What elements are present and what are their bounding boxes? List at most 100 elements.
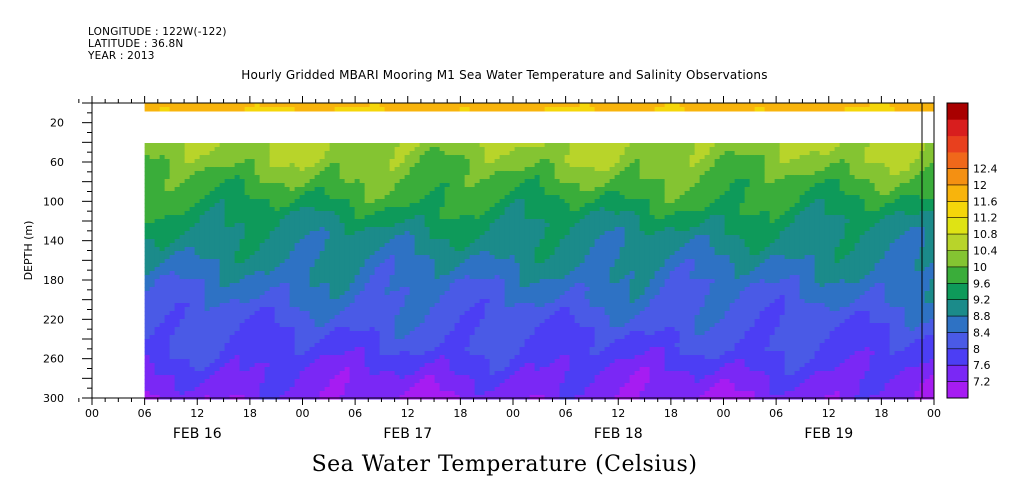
heatmap-cell	[194, 171, 201, 176]
heatmap-cell	[159, 395, 166, 400]
heatmap-cell	[414, 147, 421, 152]
heatmap-cell	[144, 371, 151, 376]
heatmap-cell	[324, 243, 331, 248]
heatmap-cell	[479, 347, 486, 352]
heatmap-cell	[199, 191, 206, 196]
heatmap-cell	[179, 267, 186, 272]
heatmap-cell	[429, 367, 436, 372]
heatmap-cell	[174, 391, 181, 396]
heatmap-cell	[184, 303, 191, 308]
heatmap-cell	[224, 331, 231, 336]
heatmap-cell	[319, 159, 326, 164]
heatmap-cell	[284, 159, 291, 164]
heatmap-cell	[424, 179, 431, 184]
heatmap-cell	[299, 275, 306, 280]
heatmap-cell	[349, 203, 356, 208]
heatmap-cell	[489, 107, 496, 112]
heatmap-cell	[429, 239, 436, 244]
heatmap-cell	[349, 371, 356, 376]
heatmap-cell	[294, 335, 301, 340]
heatmap-cell	[164, 371, 171, 376]
heatmap-cell	[404, 371, 411, 376]
heatmap-cell	[234, 211, 241, 216]
heatmap-cell	[339, 279, 346, 284]
heatmap-cell	[309, 315, 316, 320]
heatmap-cell	[354, 155, 361, 160]
heatmap-cell	[234, 315, 241, 320]
heatmap-cell	[404, 215, 411, 220]
heatmap-cell	[404, 315, 411, 320]
heatmap-cell	[479, 163, 486, 168]
heatmap-cell	[204, 163, 211, 168]
heatmap-cell	[244, 247, 251, 252]
heatmap-cell	[309, 179, 316, 184]
heatmap-cell	[319, 147, 326, 152]
heatmap-cell	[414, 363, 421, 368]
heatmap-cell	[219, 287, 226, 292]
heatmap-cell	[484, 375, 491, 380]
heatmap-cell	[349, 199, 356, 204]
heatmap-cell	[214, 267, 221, 272]
heatmap-cell	[164, 311, 171, 316]
heatmap-cell	[384, 243, 391, 248]
heatmap-cell	[314, 239, 321, 244]
heatmap-cell	[354, 175, 361, 180]
heatmap-cell	[279, 187, 286, 192]
heatmap-cell	[209, 183, 216, 188]
heatmap-cell	[269, 295, 276, 300]
heatmap-cell	[389, 175, 396, 180]
heatmap-cell	[279, 307, 286, 312]
heatmap-cell	[149, 287, 156, 292]
heatmap-cell	[259, 159, 266, 164]
heatmap-cell	[499, 287, 506, 292]
heatmap-cell	[509, 287, 516, 292]
heatmap-cell	[349, 327, 356, 332]
heatmap-cell	[459, 247, 466, 252]
heatmap-cell	[449, 311, 456, 316]
heatmap-cell	[159, 235, 166, 240]
heatmap-cell	[429, 191, 436, 196]
heatmap-cell	[324, 199, 331, 204]
heatmap-cell	[464, 299, 471, 304]
heatmap-cell	[159, 223, 166, 228]
heatmap-cell	[294, 371, 301, 376]
heatmap-cell	[474, 371, 481, 376]
heatmap-cell	[394, 175, 401, 180]
heatmap-cell	[474, 323, 481, 328]
heatmap-cell	[289, 367, 296, 372]
heatmap-cell	[289, 291, 296, 296]
heatmap-cell	[309, 167, 316, 172]
heatmap-cell	[354, 319, 361, 324]
heatmap-cell	[459, 283, 466, 288]
heatmap-cell	[154, 303, 161, 308]
heatmap-cell	[469, 303, 476, 308]
heatmap-cell	[479, 287, 486, 292]
heatmap-cell	[444, 359, 451, 364]
heatmap-cell	[209, 263, 216, 268]
heatmap-cell	[244, 167, 251, 172]
heatmap-cell	[469, 227, 476, 232]
heatmap-cell	[374, 355, 381, 360]
heatmap-cell	[379, 183, 386, 188]
heatmap-cell	[244, 263, 251, 268]
heatmap-cell	[514, 295, 521, 300]
heatmap-cell	[194, 143, 201, 148]
heatmap-cell	[289, 327, 296, 332]
heatmap-cell	[444, 231, 451, 236]
heatmap-cell	[409, 287, 416, 292]
heatmap-cell	[264, 343, 271, 348]
heatmap-cell	[279, 159, 286, 164]
heatmap-cell	[519, 191, 526, 196]
heatmap-cell	[184, 351, 191, 356]
heatmap-cell	[319, 351, 326, 356]
heatmap-cell	[309, 203, 316, 208]
heatmap-cell	[439, 311, 446, 316]
heatmap-cell	[329, 347, 336, 352]
heatmap-cell	[144, 331, 151, 336]
heatmap-cell	[384, 287, 391, 292]
heatmap-cell	[294, 255, 301, 260]
heatmap-cell	[359, 171, 366, 176]
heatmap-cell	[359, 159, 366, 164]
heatmap-cell	[184, 367, 191, 372]
heatmap-cell	[204, 283, 211, 288]
